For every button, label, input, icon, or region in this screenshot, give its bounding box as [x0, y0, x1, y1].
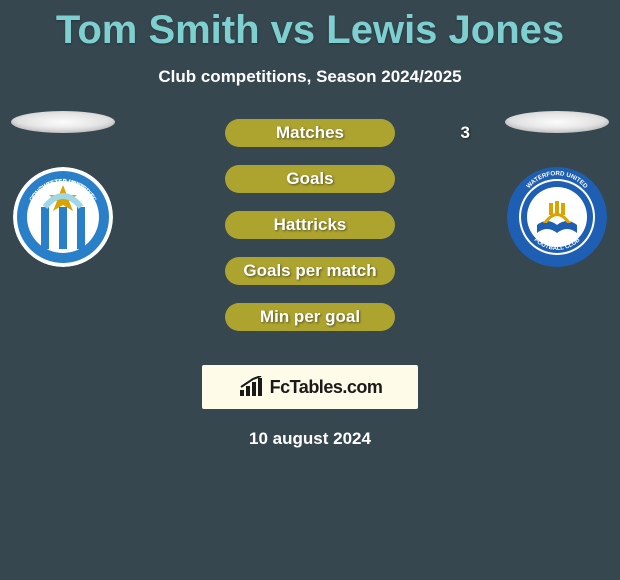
stat-label: Goals	[140, 165, 480, 193]
branding-badge: FcTables.com	[202, 365, 418, 409]
stat-row: Goals	[140, 165, 480, 193]
stat-row: Hattricks	[140, 211, 480, 239]
stat-row: Goals per match	[140, 257, 480, 285]
stat-rows: Matches3 Goals Hattricks Goals per match Min…	[140, 119, 480, 349]
player-placeholder-left	[11, 111, 115, 133]
player-placeholder-right	[505, 111, 609, 133]
subtitle: Club competitions, Season 2024/2025	[0, 67, 620, 87]
branding-text: FcTables.com	[270, 377, 383, 398]
stat-row: Matches3	[140, 119, 480, 147]
player-left: COLCHESTER UNITED FC COLCHESTER UNITED F…	[8, 111, 118, 267]
stat-label: Matches	[140, 119, 480, 147]
stat-label: Hattricks	[140, 211, 480, 239]
club-badge-left: COLCHESTER UNITED FC COLCHESTER UNITED F…	[13, 167, 113, 267]
page-title: Tom Smith vs Lewis Jones	[0, 0, 620, 53]
club-badge-right: WATERFORD UNITED FOOTBALL CLUB	[507, 167, 607, 267]
comparison-chart: COLCHESTER UNITED FC COLCHESTER UNITED F…	[0, 119, 620, 359]
player-right: WATERFORD UNITED FOOTBALL CLUB	[502, 111, 612, 267]
stat-value-right: 3	[461, 119, 470, 147]
stat-label: Goals per match	[140, 257, 480, 285]
chart-icon	[238, 376, 266, 398]
stat-row: Min per goal	[140, 303, 480, 331]
stat-label: Min per goal	[140, 303, 480, 331]
date-line: 10 august 2024	[0, 429, 620, 449]
